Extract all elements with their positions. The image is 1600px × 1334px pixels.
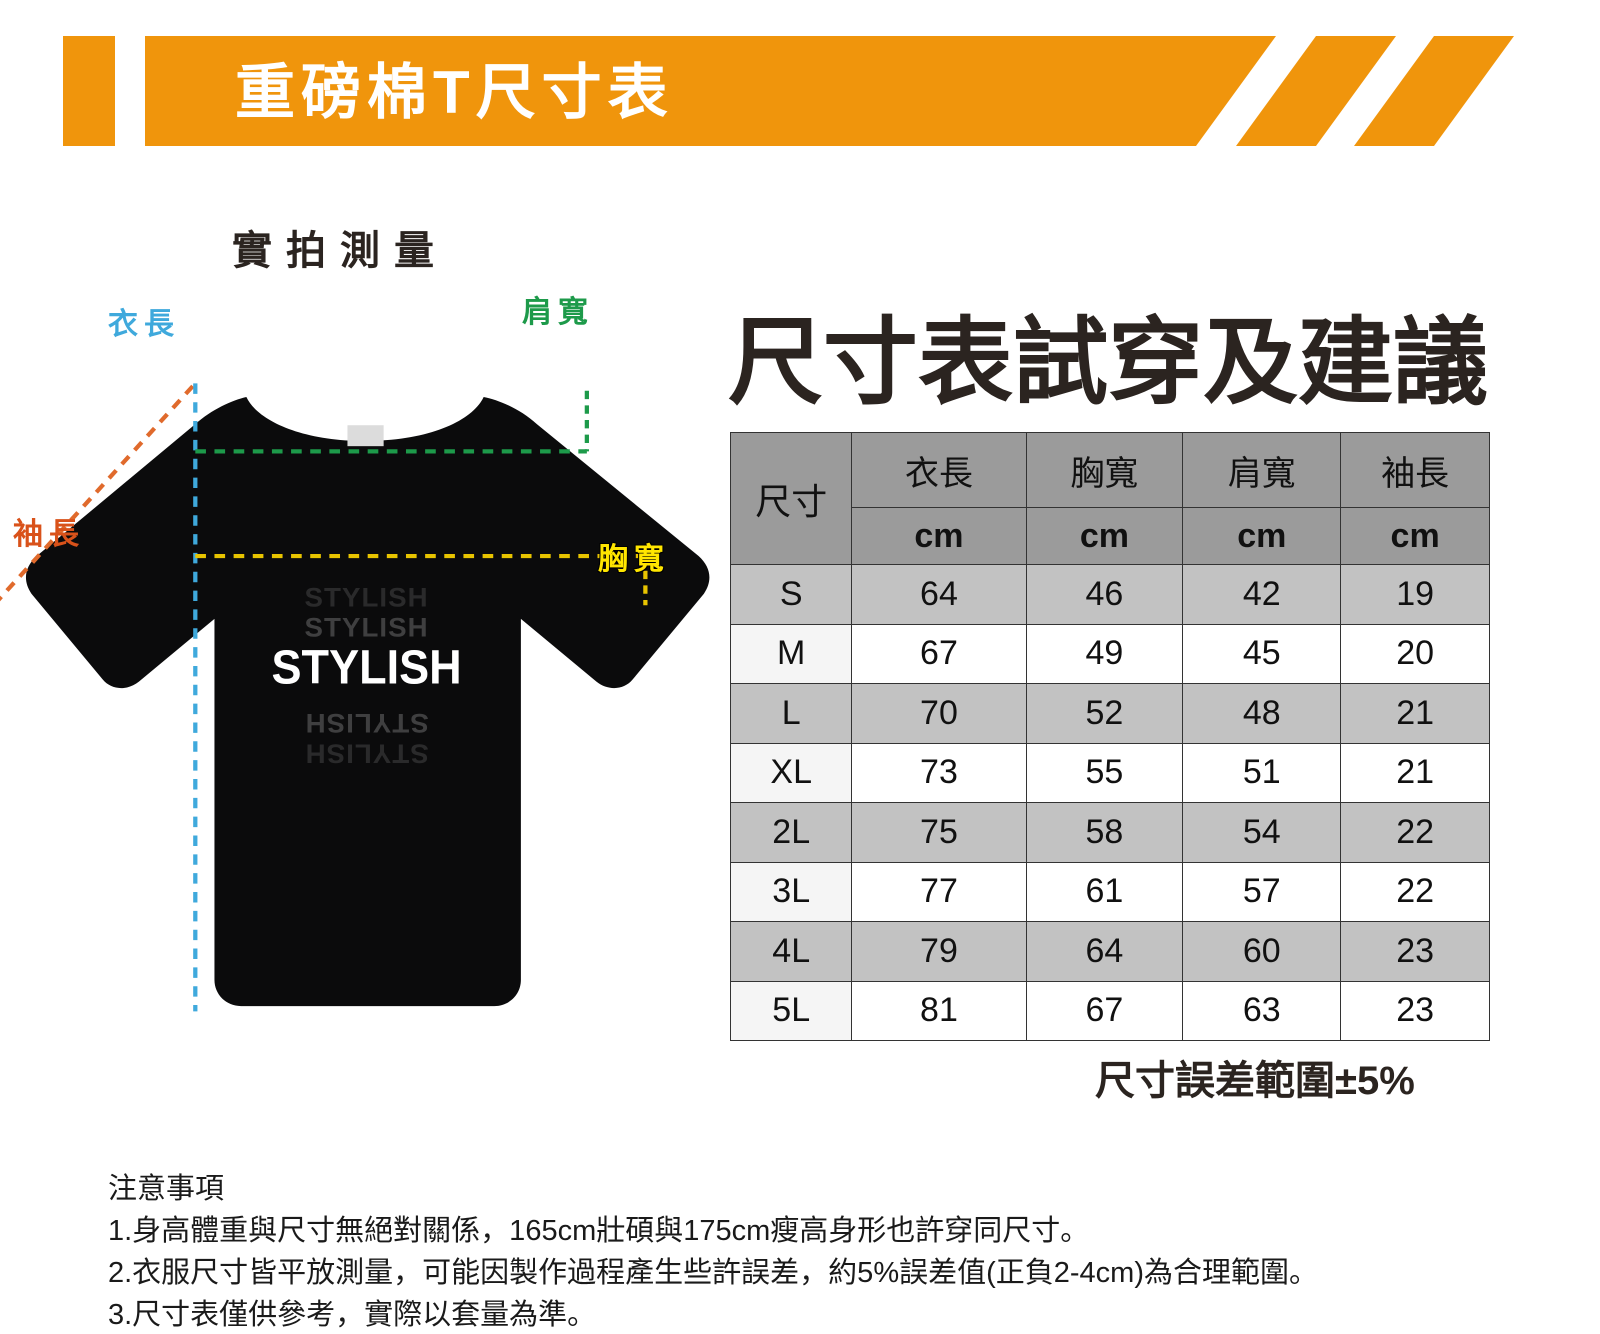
svg-text:STYLISH: STYLISH [305,738,429,769]
svg-text:STYLISH: STYLISH [305,708,429,739]
svg-text:STYLISH: STYLISH [305,582,429,613]
svg-text:STYLISH: STYLISH [305,612,429,643]
svg-text:STYLISH: STYLISH [272,640,462,694]
